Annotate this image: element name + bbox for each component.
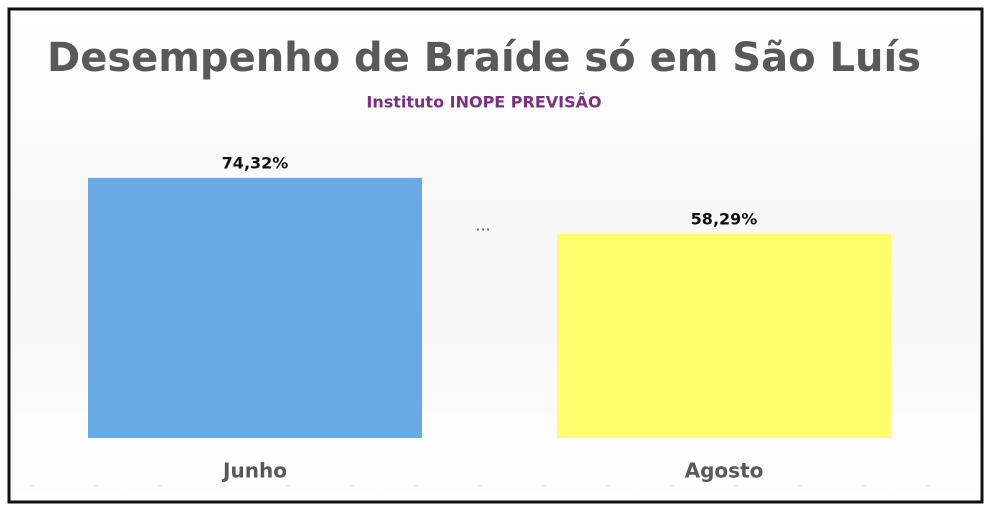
x-tick-label: Agosto — [685, 459, 764, 483]
chart-title: Desempenho de Braíde só em São Luís — [47, 35, 921, 81]
value-label: 58,29% — [691, 209, 758, 228]
x-tick-label: Junho — [221, 459, 287, 483]
chart-subtitle: Instituto INOPE PREVISÃO — [366, 93, 601, 112]
bar — [88, 177, 422, 438]
value-label: 74,32% — [222, 153, 289, 172]
bar — [557, 233, 891, 438]
annotation: ... — [475, 216, 490, 235]
